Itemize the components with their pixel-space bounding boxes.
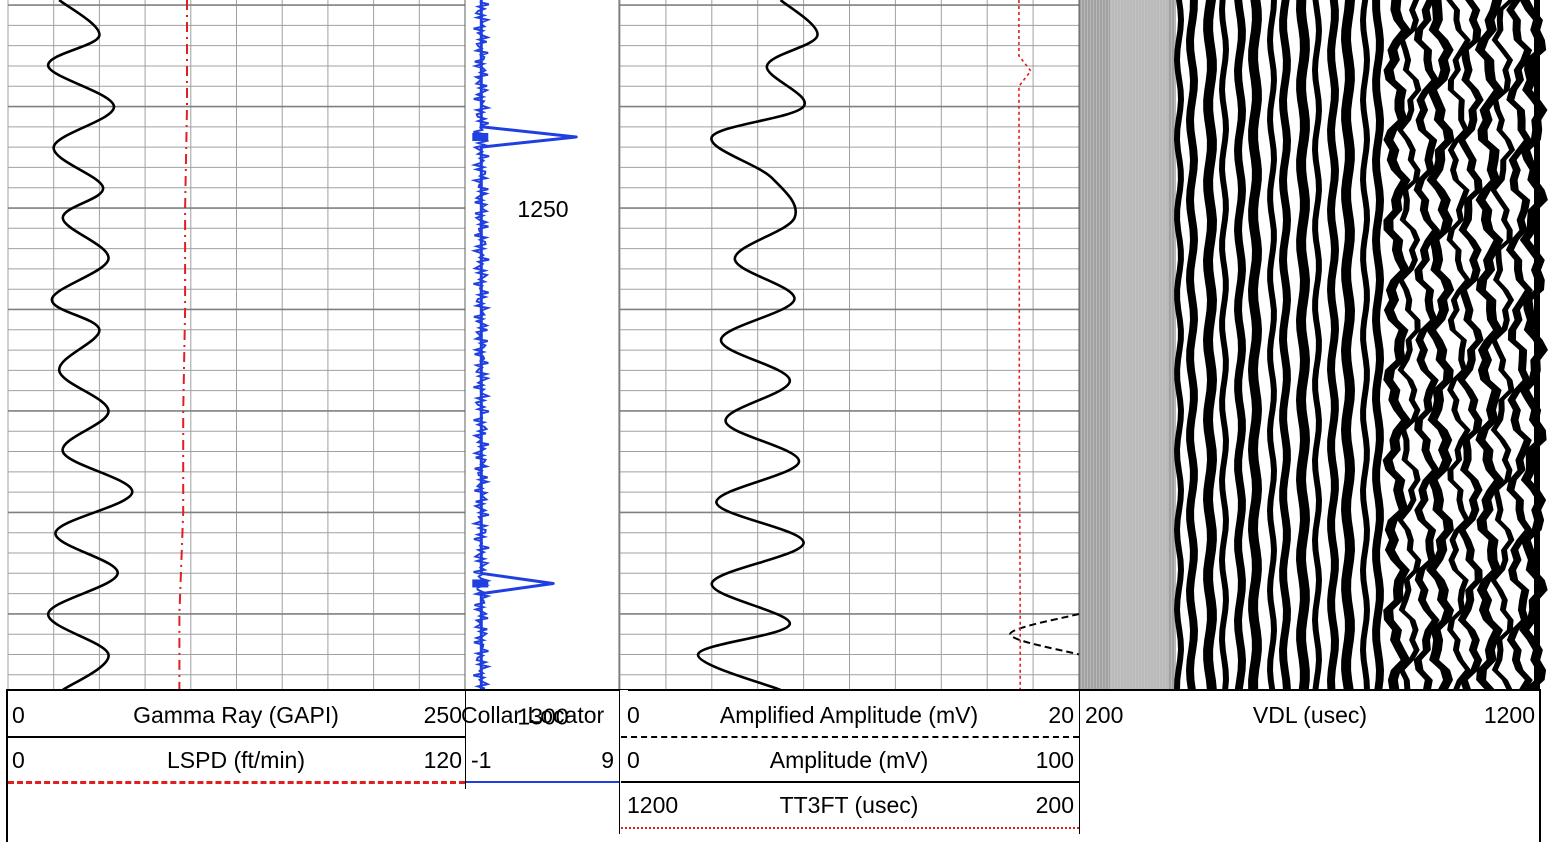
tt3ft-legend-line	[621, 827, 1079, 829]
vdl-stripe	[1474, 0, 1504, 690]
vdl-stripe	[1397, 0, 1422, 690]
vdl-stripe	[1312, 0, 1322, 690]
amplified-amplitude-min: 0	[627, 702, 640, 728]
amplified-amplitude-name: Amplified Amplitude (mV)	[719, 702, 979, 728]
vdl-stripe	[1446, 0, 1471, 690]
ccl-min: -1	[471, 747, 492, 773]
series-amplified-amplitude-mv-	[1009, 612, 1080, 656]
vdl-stripe	[1413, 0, 1440, 690]
vdl-stripe	[1426, 0, 1455, 690]
tt3ft-name: TT3FT (usec)	[779, 792, 919, 818]
vdl-min: 200	[1085, 702, 1124, 728]
ccl-legend-line	[466, 781, 619, 783]
vdl-stripe	[1490, 0, 1516, 690]
amplified-amplitude-legend-line	[621, 736, 1079, 738]
amplitude-min: 0	[627, 747, 640, 773]
vdl-stripe	[1372, 0, 1384, 690]
vdl-stripe	[1234, 0, 1246, 690]
gamma-ray-max: 250	[423, 702, 462, 728]
header-divider-2	[619, 689, 620, 834]
amplitude-max: 100	[1035, 747, 1074, 773]
vdl-stripe	[1186, 0, 1198, 690]
amplified-amplitude-max: 20	[1048, 702, 1074, 728]
vdl-right-edge	[1534, 0, 1540, 690]
gamma-ray-legend-line	[8, 736, 465, 738]
series-collar-locator	[479, 0, 578, 690]
collar-locator-noise	[470, 0, 492, 690]
collar-marker	[472, 132, 489, 141]
vdl-stripe	[1327, 0, 1339, 690]
lspd-max: 120	[423, 747, 462, 773]
vdl-early-band	[1110, 0, 1168, 690]
vdl-image	[1079, 0, 1548, 690]
series-lspd-ft-min-	[178, 0, 188, 690]
vdl-stripe	[1219, 0, 1229, 690]
vdl-stripe	[1382, 0, 1411, 690]
vdl-stripe	[1279, 0, 1291, 690]
depth-label: 1250	[517, 196, 568, 222]
series-amplitude-mv-	[696, 0, 819, 690]
lspd-legend-line	[8, 781, 465, 784]
vdl-stripe	[1267, 0, 1277, 690]
vdl-name: VDL (usec)	[1252, 702, 1368, 728]
series-tt3ft-usec-	[1018, 0, 1032, 690]
header-left-border	[6, 689, 8, 842]
vdl-stripe	[1296, 0, 1310, 690]
ccl-cover	[620, 690, 628, 720]
gamma-ray-min: 0	[12, 702, 25, 728]
lspd-name: LSPD (ft/min)	[166, 747, 306, 773]
header-right-border	[1539, 689, 1541, 842]
curves	[46, 0, 1080, 690]
vdl-stripe	[1360, 0, 1370, 690]
vdl-stripe	[1203, 0, 1217, 690]
tt3ft-max: 200	[1035, 792, 1074, 818]
header-divider-3	[1079, 689, 1080, 834]
vdl-max: 1200	[1483, 702, 1535, 728]
amplitude-name: Amplitude (mV)	[769, 747, 929, 773]
vdl-stripe	[1174, 0, 1184, 690]
gamma-ray-name: Gamma Ray (GAPI)	[133, 702, 339, 728]
depth-label: 1300	[517, 703, 568, 729]
tt3ft-min: 1200	[627, 792, 679, 818]
lspd-min: 0	[12, 747, 25, 773]
collar-marker	[472, 579, 489, 588]
vdl-stripe	[1519, 0, 1548, 690]
depth-labels: 1250 1300	[517, 196, 568, 729]
amplitude-legend-line	[621, 781, 1079, 783]
header-top-border	[6, 689, 1540, 691]
vdl-stripe	[1341, 0, 1355, 690]
header-divider-1	[465, 689, 466, 789]
ccl-name: Collar Locator	[461, 702, 605, 728]
ccl-max: 9	[601, 747, 614, 773]
series-gamma-ray-gapi-	[46, 0, 134, 690]
vdl-stripe	[1505, 0, 1533, 690]
grid	[7, 0, 1540, 690]
vdl-stripe	[1457, 0, 1484, 690]
vdl-stripe	[1248, 0, 1262, 690]
